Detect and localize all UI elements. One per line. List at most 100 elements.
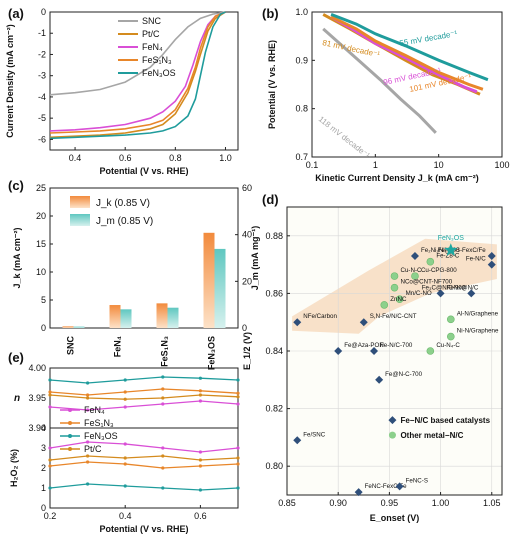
panel-e-bottom-ytick-label: 1 (41, 483, 46, 493)
panel-e-top-marker (123, 390, 127, 394)
panel-e-legend-marker (68, 434, 72, 438)
panel-a-line-4 (49, 11, 226, 140)
panel-d-point-label: Cu-CPG-800 (421, 267, 457, 274)
panel-e-bottom-line-2 (49, 483, 239, 491)
panel-c-category-label: FeN₄ (113, 336, 123, 357)
panel-d-point-circle (426, 347, 435, 355)
panel-d-highlight-star (444, 243, 458, 256)
panel-c-ytick-label: 0 (41, 323, 46, 333)
panel-e-top-line-0 (49, 400, 239, 411)
panel-e-top-marker (236, 395, 240, 399)
panel-b-frame (311, 11, 503, 158)
panel-a-line-2 (49, 11, 226, 132)
panel-e-top-marker (48, 405, 52, 409)
panel-d-xtick-label: 1.00 (432, 498, 450, 508)
panel-c-bar-jm (120, 309, 132, 328)
panel-c-y2tick-label: 20 (242, 276, 252, 286)
panel-d-point-label: Ni-N/Graphene (457, 328, 499, 335)
panel-d-point-diamond (354, 488, 363, 497)
panel-c-ytick-label: 25 (36, 183, 46, 193)
panel-e-top-marker (86, 381, 90, 385)
panel-d-xtick-label: 1.05 (483, 498, 501, 508)
panel-b-line-2 (330, 15, 478, 94)
panel-c-y2tick-label: 60 (242, 183, 252, 193)
panel-a-line-3 (49, 11, 226, 134)
panel-e-bottom-marker (236, 486, 240, 490)
panel-e-top-marker (123, 378, 127, 382)
panel-e-top-marker (236, 378, 240, 382)
panel-c-bar-jk (109, 305, 121, 328)
panel-c-y2tick-label: 40 (242, 230, 252, 240)
panel-d-highlight-label: FeN₃OS (438, 235, 465, 242)
panel-d-xtick-label: 0.85 (278, 498, 296, 508)
panel-e-legend-label: Pt/C (84, 444, 102, 454)
panel-a-ytick-label: -1 (38, 28, 46, 38)
panel-d-point-circle (426, 257, 435, 266)
panel-b-xlabel: Kinetic Current Density J_k (mA cm⁻²) (315, 173, 478, 183)
panel-e-frame (49, 367, 239, 509)
panel-d-ytick-label: 0.84 (265, 346, 283, 356)
panel-b-line-3 (330, 15, 484, 91)
panel-a-legend-label: Pt/C (142, 29, 160, 39)
panel-d-legend-circle (388, 431, 396, 439)
panel-e-top-marker (123, 405, 127, 409)
panel-d-point-circle (447, 332, 455, 341)
panel-a-xtick-label: 0.8 (169, 153, 182, 163)
panel-d-point-diamond (293, 318, 302, 327)
panel-a-ytick-label: -2 (38, 49, 46, 59)
panel-a-frame (49, 11, 239, 151)
panel-d-ylabel: E_1/2 (V) (242, 332, 252, 370)
panel-d-point-diamond (375, 375, 384, 384)
panel-e-top-marker (86, 408, 90, 412)
panel-e-bottom-marker (48, 458, 52, 462)
panel-e-xtick-label: 0.6 (194, 511, 207, 521)
panel-d-ytick-label: 0.82 (265, 404, 283, 414)
panel-d-point-label: Al-N/Graphene (457, 310, 499, 317)
panel-e-bottom-marker (161, 486, 165, 490)
panel-e-bottom-marker (86, 482, 90, 486)
panel-e-bottom-marker (86, 440, 90, 444)
panel-c-legend-swatch-jm (70, 214, 90, 226)
panel-e-top-marker (86, 396, 90, 400)
panel-d-point-label: Fe₂Ni₂Ni₂-900 (421, 247, 460, 254)
panel-label-c: (c) (8, 178, 24, 193)
panel-label-a: (a) (8, 6, 24, 21)
panel-b-slope-label: 118 mV decade⁻¹ (317, 114, 372, 160)
panel-d-point-label: Fe-N/C (466, 256, 486, 263)
panel-e-top-marker (48, 393, 52, 397)
panel-b-xtick-label: 0.1 (306, 160, 319, 170)
panel-c-bar-jm (214, 248, 226, 328)
panel-e-bottom-marker (198, 458, 202, 462)
panel-e-top-ytick-label: 3.90 (28, 423, 46, 433)
panel-e-bottom-marker (198, 488, 202, 492)
panel-d-point-diamond (467, 289, 476, 298)
panel-e-bottom-marker (48, 446, 52, 450)
panel-e-top-marker (48, 378, 52, 382)
panel-e-bottom-marker (48, 464, 52, 468)
panel-e-top-ytick-label: 4.00 (28, 363, 46, 373)
panel-d-point-circle (380, 301, 389, 309)
panel-c-y2tick-label: 0 (242, 323, 247, 333)
panel-a-line-1 (49, 11, 226, 139)
panel-d-point-diamond (395, 482, 404, 491)
panel-label-b: (b) (262, 6, 279, 21)
panel-e-top-marker (236, 402, 240, 406)
panel-e-bottom-marker (123, 462, 127, 466)
panel-c-bar-jm (167, 307, 179, 328)
panel-d-point-label: Mn/C-NO (406, 290, 432, 297)
panel-a-ytick-label: 0 (41, 7, 46, 17)
panel-d-point-label: ZnNC (390, 296, 407, 303)
panel-e-bottom-line-1 (49, 461, 239, 469)
panel-d-point-label: NCo@CNT-NF700 (401, 279, 453, 286)
panel-c-frame (49, 187, 239, 329)
panel-d-point-label: Fe@N-C-700 (385, 371, 422, 378)
panel-c-legend-swatch-jk (70, 196, 90, 208)
panel-e-top-ytick-label: 3.95 (28, 393, 46, 403)
panel-e-top-marker (123, 397, 127, 401)
panel-e-top-marker (86, 393, 90, 397)
panel-d-point-label: FeNC-S-FexC/Fe (438, 247, 487, 254)
panel-e-bottom-marker (161, 466, 165, 470)
panel-d-point-diamond (410, 251, 419, 260)
panel-e-legend-label: FeN₄ (84, 405, 105, 415)
